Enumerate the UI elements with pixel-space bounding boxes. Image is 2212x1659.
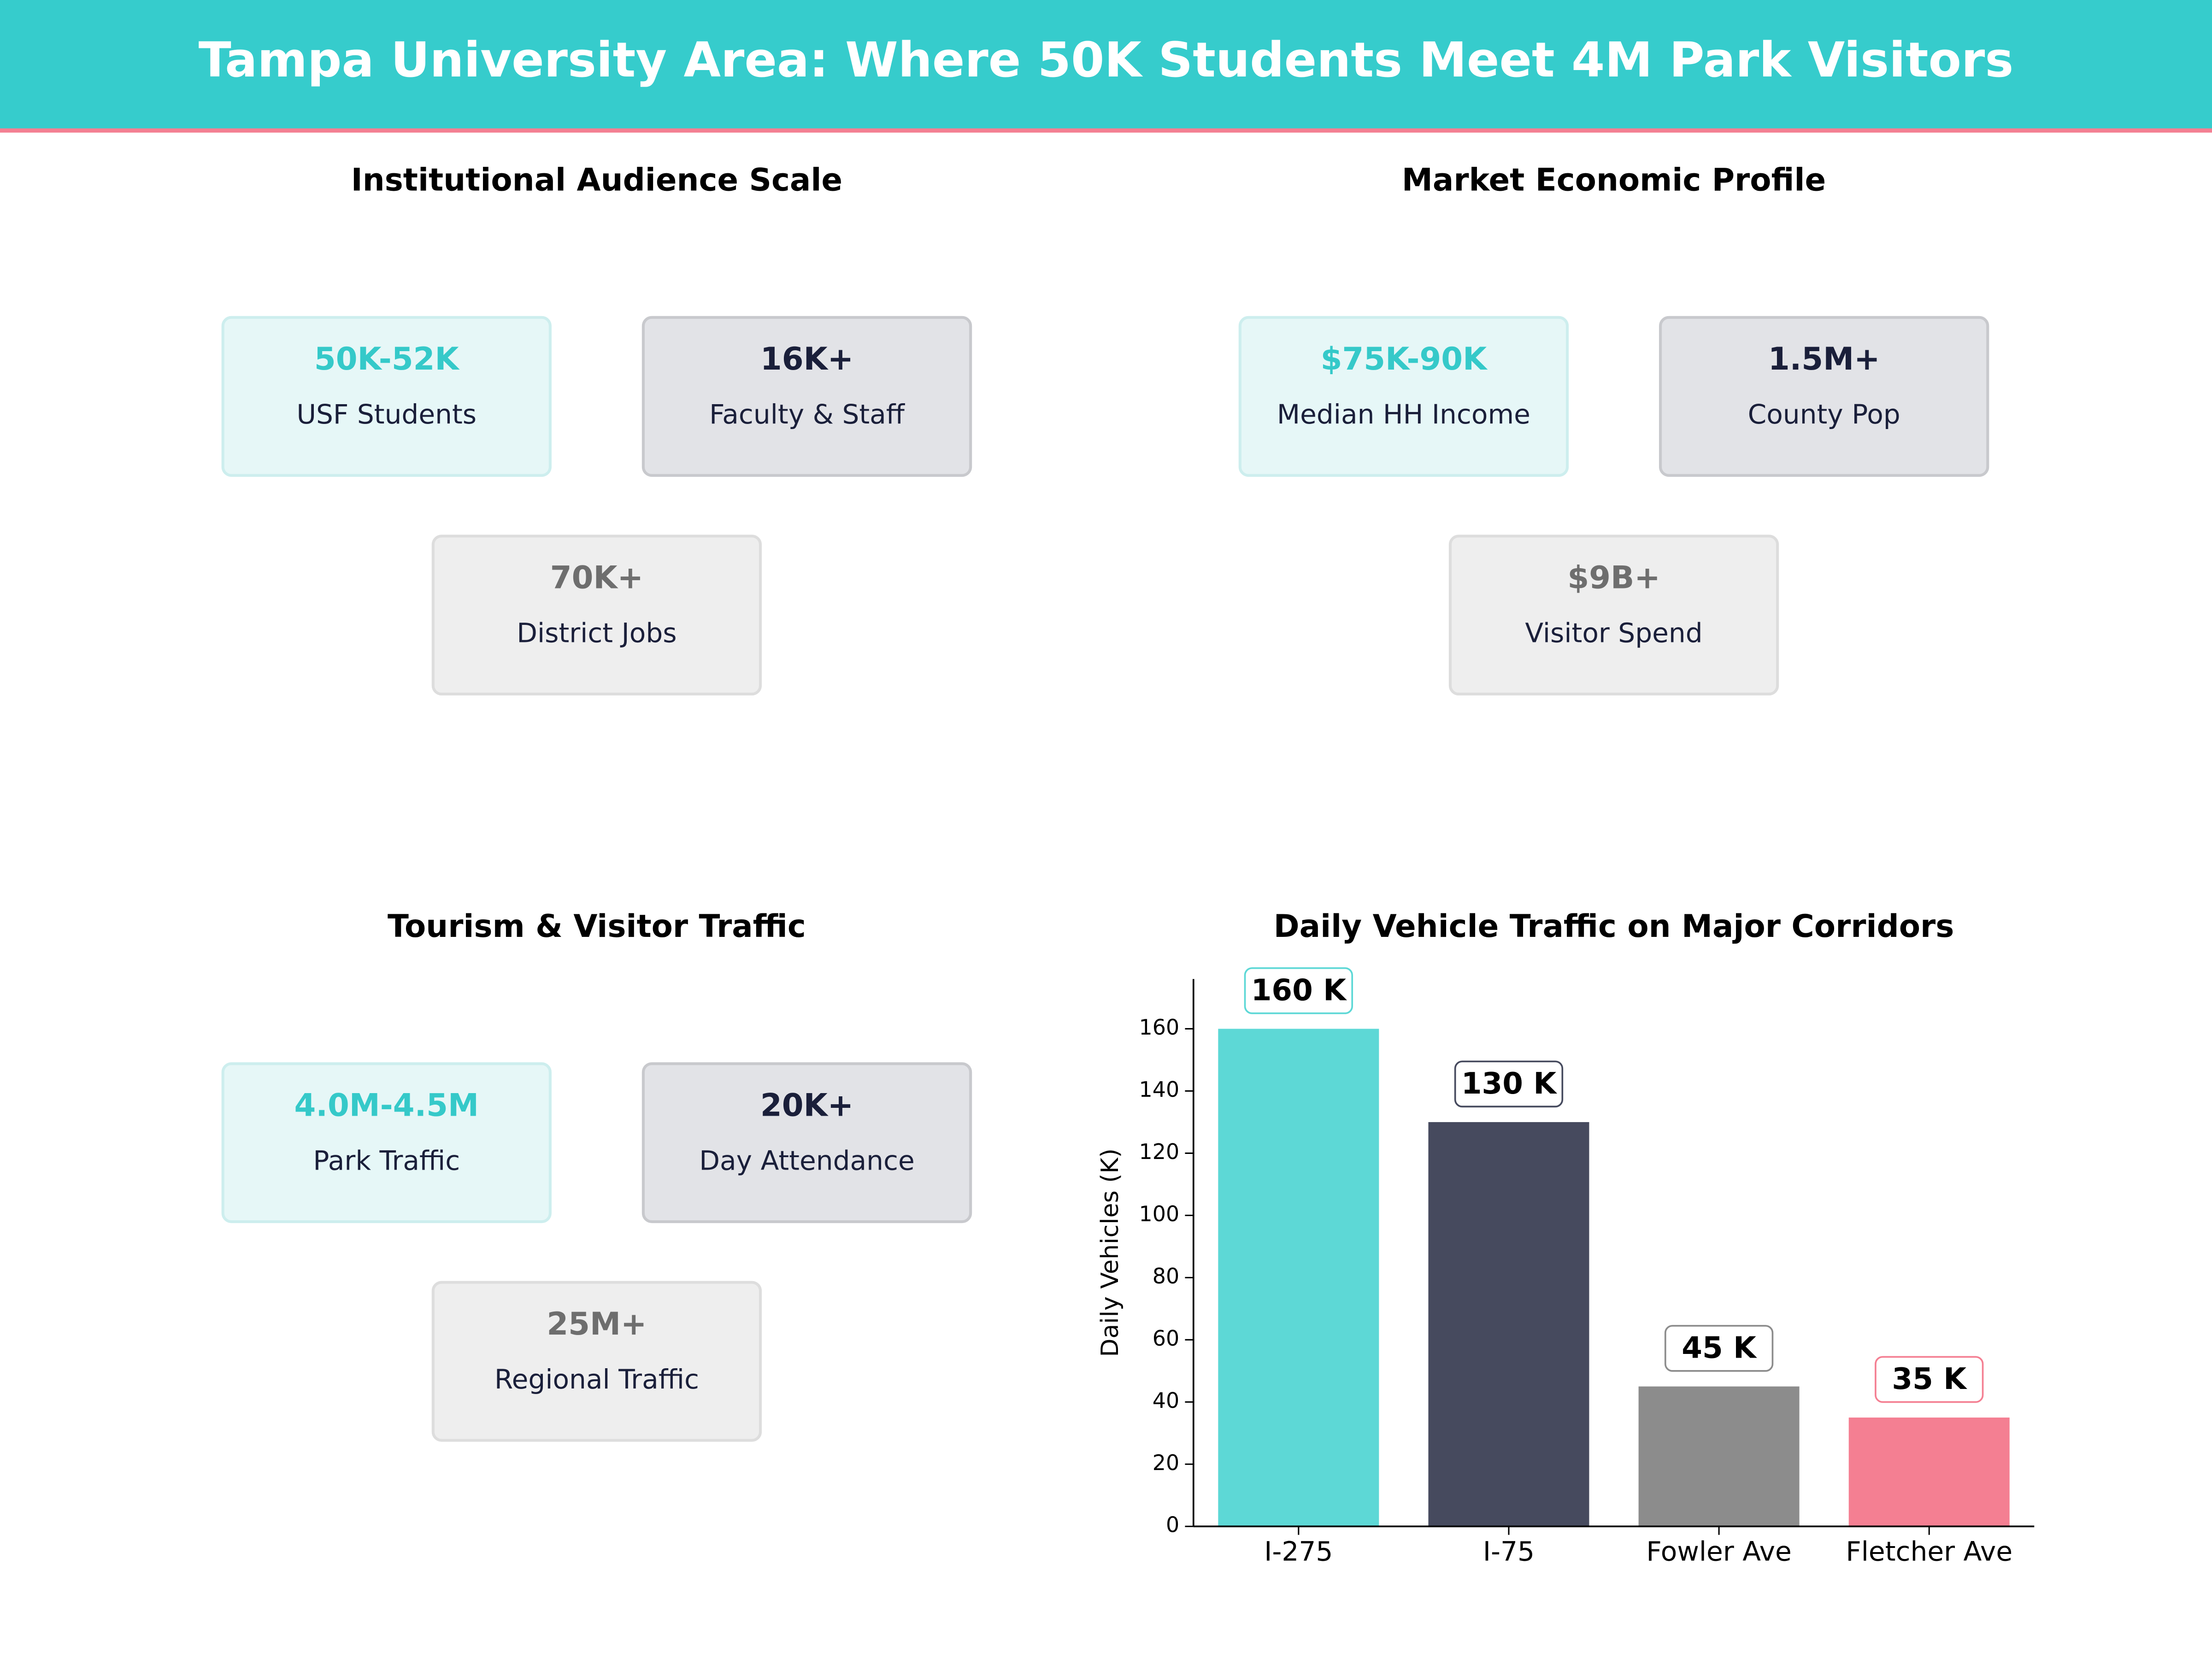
- y-tick-label: 80: [1153, 1264, 1179, 1288]
- stat-card: [1238, 316, 1569, 477]
- stat-label: County Pop: [1748, 399, 1900, 430]
- bar: [1638, 1386, 1800, 1527]
- y-tick-label: 20: [1153, 1450, 1179, 1475]
- stat-label: Faculty & Staff: [709, 399, 906, 430]
- y-tick-label: 120: [1139, 1139, 1180, 1164]
- stat-label: Regional Traffic: [494, 1364, 699, 1395]
- value-label: 130 K: [1461, 1066, 1558, 1101]
- value-label: 160 K: [1251, 973, 1347, 1007]
- stat-label: Park Traffic: [313, 1145, 460, 1177]
- value-label: 35 K: [1892, 1362, 1967, 1396]
- panel-title: Institutional Audience Scale: [351, 161, 842, 198]
- stat-value: 4.0M-4.5M: [294, 1087, 479, 1124]
- value-label-box: [1454, 1060, 1564, 1108]
- bar: [1218, 1029, 1379, 1527]
- value-label-box: [1244, 967, 1353, 1014]
- y-tick-label: 0: [1166, 1512, 1179, 1537]
- panel-title: Tourism & Visitor Traffic: [388, 908, 806, 944]
- bar: [1428, 1122, 1589, 1527]
- header-title: Tampa University Area: Where 50K Student…: [199, 32, 2014, 88]
- y-tick-label: 160: [1139, 1015, 1180, 1040]
- value-label: 45 K: [1682, 1331, 1757, 1365]
- stat-label: USF Students: [296, 399, 477, 430]
- x-tick-label: I-275: [1264, 1536, 1333, 1567]
- stat-value: 1.5M+: [1768, 341, 1880, 377]
- bar: [1848, 1418, 2010, 1527]
- stat-card: [431, 535, 762, 696]
- stat-label: Median HH Income: [1277, 399, 1530, 430]
- stat-card: [641, 1062, 972, 1224]
- x-tick-label: Fletcher Ave: [1846, 1536, 2012, 1567]
- y-tick-label: 100: [1139, 1201, 1180, 1226]
- stat-card: [1659, 316, 1989, 477]
- stat-value: $75K-90K: [1321, 341, 1488, 377]
- stat-value: 20K+: [760, 1087, 853, 1124]
- stat-card: [641, 316, 972, 477]
- value-label-box: [1875, 1356, 1984, 1403]
- y-tick-label: 60: [1153, 1326, 1179, 1351]
- stat-card: [221, 1062, 552, 1224]
- stat-value: 16K+: [760, 341, 853, 377]
- stat-card: [431, 1281, 762, 1442]
- stat-card: [1448, 535, 1779, 696]
- x-tick-label: I-75: [1483, 1536, 1535, 1567]
- stat-value: $9B+: [1567, 559, 1660, 596]
- stat-value: 50K-52K: [314, 341, 460, 377]
- stat-card: [221, 316, 552, 477]
- value-label-box: [1664, 1325, 1774, 1372]
- stat-label: Visitor Spend: [1525, 618, 1702, 649]
- y-tick-label: 40: [1153, 1388, 1179, 1413]
- chart-title: Daily Vehicle Traffic on Major Corridors: [1274, 908, 1954, 944]
- stat-value: 25M+: [547, 1306, 647, 1342]
- stat-label: District Jobs: [517, 618, 677, 649]
- panel-title: Market Economic Profile: [1402, 161, 1826, 198]
- stat-label: Day Attendance: [699, 1145, 915, 1177]
- stat-value: 70K+: [550, 559, 643, 596]
- header-rule: [0, 128, 2212, 133]
- x-tick-label: Fowler Ave: [1646, 1536, 1791, 1567]
- header-bar: [0, 0, 2212, 130]
- y-tick-label: 140: [1139, 1077, 1180, 1102]
- y-axis-label: Daily Vehicles (K): [1096, 1148, 1124, 1357]
